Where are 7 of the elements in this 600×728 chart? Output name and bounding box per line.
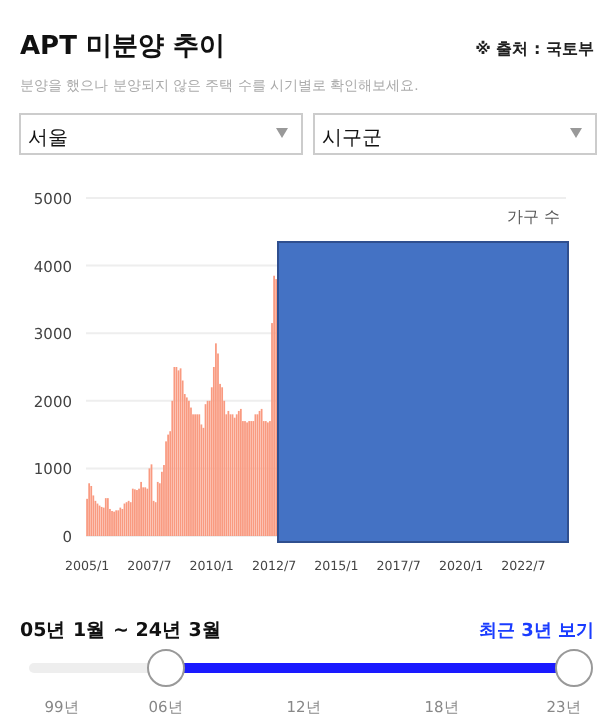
text: 최근 3년 보기 (478, 622, 594, 642)
text: 서울 (28, 128, 68, 150)
text: 05년 1월 ~ 24년 3월 (20, 620, 222, 642)
chart-title: APT 미분양 추이 (20, 32, 226, 62)
text: ※ 출처 : 국토부 (475, 40, 594, 58)
y-axis-title: 가구 수 (506, 208, 560, 226)
text: 시구군 (322, 128, 382, 150)
